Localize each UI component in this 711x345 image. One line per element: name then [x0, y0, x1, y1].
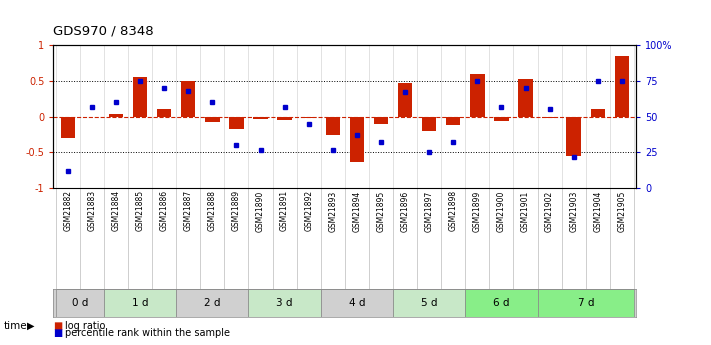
Bar [253, 117, 268, 119]
Bar [205, 117, 220, 122]
Text: 5 d: 5 d [421, 298, 437, 308]
Text: GSM21889: GSM21889 [232, 190, 241, 231]
Bar [393, 289, 465, 317]
Bar [55, 289, 104, 317]
Text: GSM21895: GSM21895 [376, 190, 385, 231]
Text: GSM21887: GSM21887 [183, 190, 193, 231]
Text: GSM21900: GSM21900 [497, 190, 506, 232]
Bar [591, 109, 605, 117]
Text: GSM21894: GSM21894 [353, 190, 361, 231]
Bar [248, 289, 321, 317]
Bar [326, 117, 340, 135]
Bar [104, 289, 176, 317]
Text: ■: ■ [53, 328, 63, 338]
Bar [176, 289, 248, 317]
Text: GSM21899: GSM21899 [473, 190, 482, 231]
Text: GDS970 / 8348: GDS970 / 8348 [53, 24, 154, 37]
Bar [321, 289, 393, 317]
Text: ■: ■ [53, 321, 63, 331]
Text: 0 d: 0 d [72, 298, 88, 308]
Bar [350, 117, 364, 162]
Text: time: time [4, 321, 27, 331]
Bar [133, 77, 147, 117]
Text: GSM21904: GSM21904 [593, 190, 602, 232]
Bar [567, 117, 581, 156]
Bar [518, 79, 533, 117]
Bar [422, 117, 437, 131]
Text: GSM21892: GSM21892 [304, 190, 314, 231]
Text: 1 d: 1 d [132, 298, 149, 308]
Text: GSM21893: GSM21893 [328, 190, 337, 231]
Text: GSM21884: GSM21884 [112, 190, 120, 231]
Text: 3 d: 3 d [277, 298, 293, 308]
Bar [157, 109, 171, 117]
Text: GSM21886: GSM21886 [160, 190, 169, 231]
Text: ▶: ▶ [27, 321, 35, 331]
Text: GSM21885: GSM21885 [136, 190, 144, 231]
Bar [60, 117, 75, 138]
Text: GSM21882: GSM21882 [63, 190, 73, 231]
Text: 6 d: 6 d [493, 298, 510, 308]
Text: GSM21890: GSM21890 [256, 190, 265, 231]
Text: GSM21888: GSM21888 [208, 190, 217, 231]
Text: GSM21891: GSM21891 [280, 190, 289, 231]
Text: GSM21898: GSM21898 [449, 190, 458, 231]
Text: 7 d: 7 d [577, 298, 594, 308]
Text: percentile rank within the sample: percentile rank within the sample [65, 328, 230, 338]
Bar [109, 115, 123, 117]
Bar [470, 73, 485, 117]
Bar [277, 117, 292, 120]
Bar [374, 117, 388, 124]
Bar [446, 117, 461, 125]
Text: GSM21896: GSM21896 [400, 190, 410, 231]
Text: GSM21883: GSM21883 [87, 190, 97, 231]
Bar [538, 289, 634, 317]
Text: GSM21902: GSM21902 [545, 190, 554, 231]
Bar [181, 81, 196, 117]
Bar [301, 117, 316, 118]
Text: log ratio: log ratio [65, 321, 106, 331]
Bar [229, 117, 244, 129]
Text: 4 d: 4 d [348, 298, 365, 308]
Text: 2 d: 2 d [204, 298, 220, 308]
Bar [398, 83, 412, 117]
Text: GSM21903: GSM21903 [570, 190, 578, 232]
Bar [542, 117, 557, 118]
Text: GSM21897: GSM21897 [424, 190, 434, 231]
Text: GSM21901: GSM21901 [521, 190, 530, 231]
Bar [465, 289, 538, 317]
Text: GSM21905: GSM21905 [617, 190, 626, 232]
Bar [494, 117, 508, 121]
Bar [615, 56, 629, 117]
